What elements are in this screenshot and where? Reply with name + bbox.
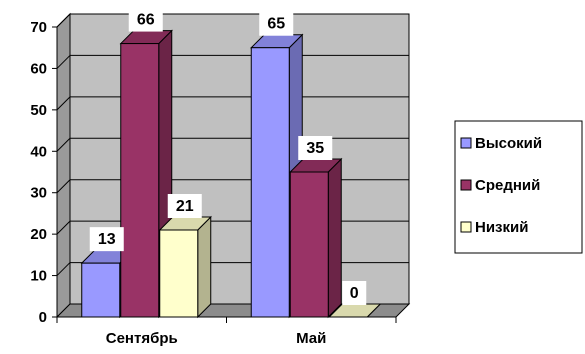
bar-side — [327, 157, 342, 319]
data-label: 66 — [137, 12, 155, 29]
y-tick-label: 50 — [30, 102, 47, 119]
legend-swatch — [460, 137, 472, 149]
legend-label: Низкий — [475, 219, 528, 236]
bars — [80, 29, 382, 319]
y-tick-label: 0 — [39, 309, 47, 326]
legend-label: Высокий — [475, 135, 542, 152]
y-tick-label: 70 — [30, 19, 47, 36]
bar-top — [328, 303, 382, 318]
data-label: 0 — [350, 285, 359, 302]
y-tick-label: 60 — [30, 60, 47, 77]
y-tick-label: 10 — [30, 268, 47, 285]
legend-box — [454, 120, 583, 254]
y-tick-label: 20 — [30, 226, 47, 243]
data-label: 65 — [267, 16, 285, 33]
data-label: 13 — [98, 231, 116, 248]
side-wall — [56, 12, 71, 319]
data-label-bg — [128, 7, 163, 32]
legend: Высокий Средний Низкий — [454, 120, 583, 254]
data-label-bg — [342, 281, 367, 305]
bar — [120, 43, 160, 318]
bar — [289, 171, 329, 318]
x-category-label: Сентябрь — [106, 330, 178, 347]
gridline-side — [56, 96, 71, 111]
legend-swatch — [460, 221, 472, 233]
gridline-side — [56, 13, 71, 28]
legend-label: Средний — [475, 177, 540, 194]
data-label-bg — [259, 11, 294, 36]
y-tick-label: 40 — [30, 143, 47, 160]
data-labels: 13 66 21 65 35 0 — [89, 7, 367, 305]
bar — [250, 47, 290, 318]
gridline-side — [56, 55, 71, 69]
gridline-side — [56, 137, 71, 152]
gridline-side — [56, 220, 71, 235]
data-label: 35 — [306, 140, 324, 157]
bar — [159, 229, 199, 318]
gridline-side — [56, 262, 71, 276]
data-label-bg — [89, 227, 124, 252]
data-label-bg — [298, 136, 333, 160]
bar-side — [197, 215, 212, 319]
x-category-label: Май — [296, 330, 326, 347]
bar — [81, 262, 121, 318]
y-tick-label: 30 — [30, 185, 47, 202]
gridline-side — [56, 179, 71, 194]
data-label: 21 — [176, 198, 194, 215]
data-label-bg — [167, 194, 202, 218]
legend-swatch — [460, 179, 472, 191]
